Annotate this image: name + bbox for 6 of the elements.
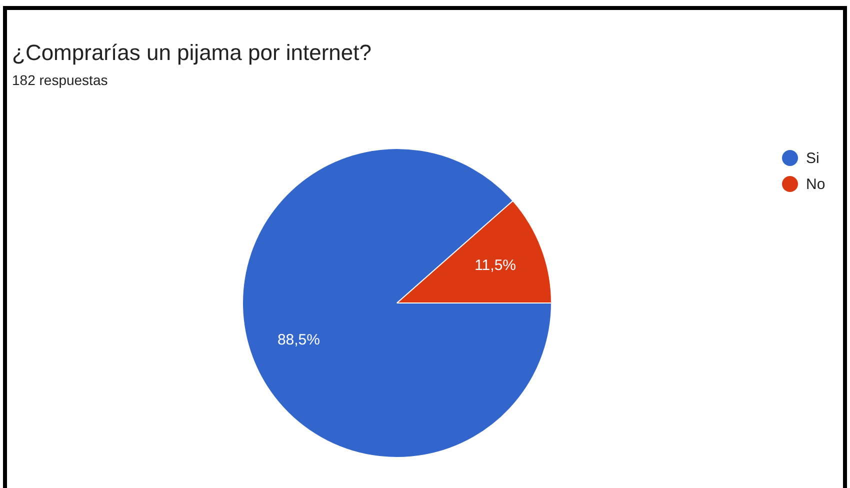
legend-label: No (806, 176, 826, 192)
text: 182 respuestas (12, 72, 108, 88)
data-label: 11,5% (474, 257, 516, 274)
chart-title: ¿Comprarías un pijama por internet? (12, 40, 372, 66)
data-label: 88,5% (277, 331, 320, 348)
legend-label: Si (806, 150, 820, 166)
